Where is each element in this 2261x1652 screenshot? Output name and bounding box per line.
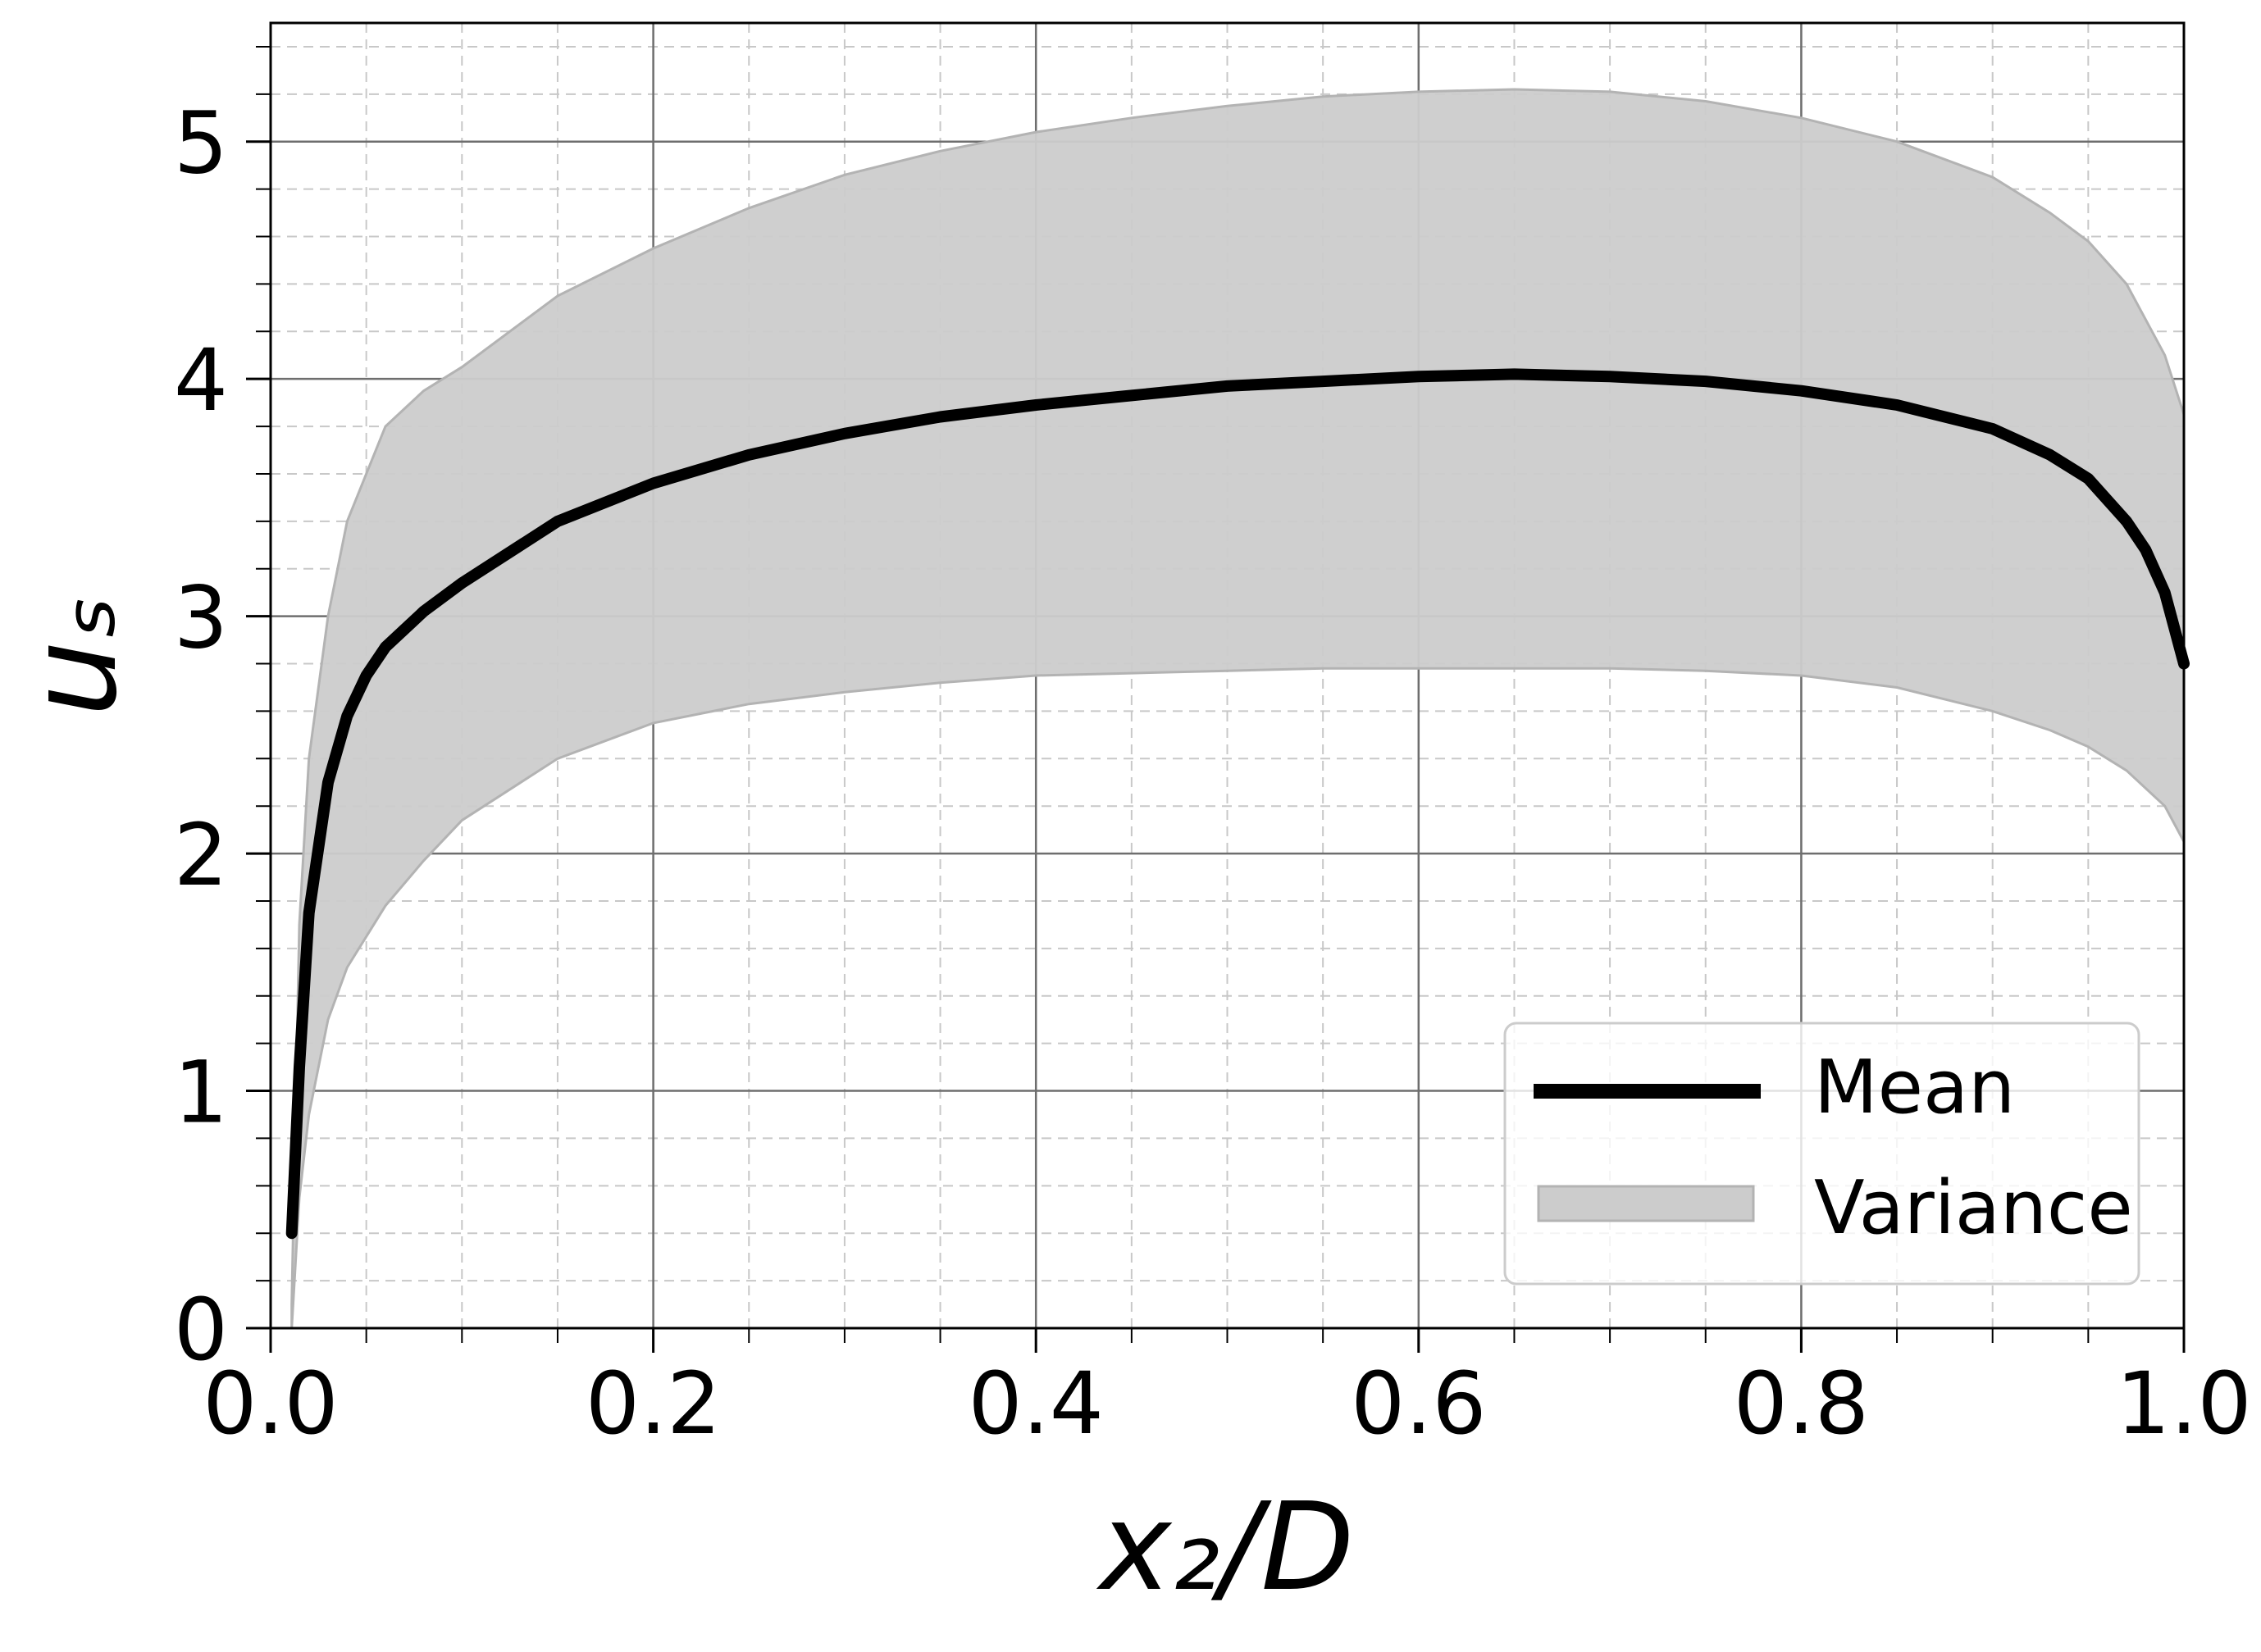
x-tick-label: 0.0 (203, 1354, 338, 1454)
y-tick-label: 0 (174, 1280, 228, 1380)
x-tick-label: 0.4 (968, 1354, 1103, 1454)
x-tick-label: 0.8 (1734, 1354, 1869, 1454)
y-tick-label: 4 (174, 330, 228, 430)
y-tick-label: 5 (174, 93, 228, 193)
x-axis-label: x₂/D (1096, 1477, 1355, 1618)
legend-variance-label: Variance (1814, 1165, 2133, 1251)
x-tick-label: 1.0 (2116, 1354, 2251, 1454)
y-tick-label: 1 (174, 1043, 228, 1143)
x-tick-label: 0.2 (586, 1354, 721, 1454)
axis-ticks (246, 45, 2186, 1353)
tick-labels: 0.0 0.2 0.4 0.6 0.8 1.0 0 1 2 3 4 5 (174, 93, 2252, 1454)
y-axis-label: uₛ (2, 594, 144, 717)
y-tick-label: 3 (174, 568, 228, 668)
legend-mean-label: Mean (1814, 1044, 2015, 1131)
mean-line (285, 368, 2190, 1240)
legend-variance-swatch (1537, 1185, 1755, 1222)
y-tick-label: 2 (174, 805, 228, 905)
legend: Mean Variance (1503, 1022, 2140, 1286)
x-tick-label: 0.6 (1351, 1354, 1486, 1454)
